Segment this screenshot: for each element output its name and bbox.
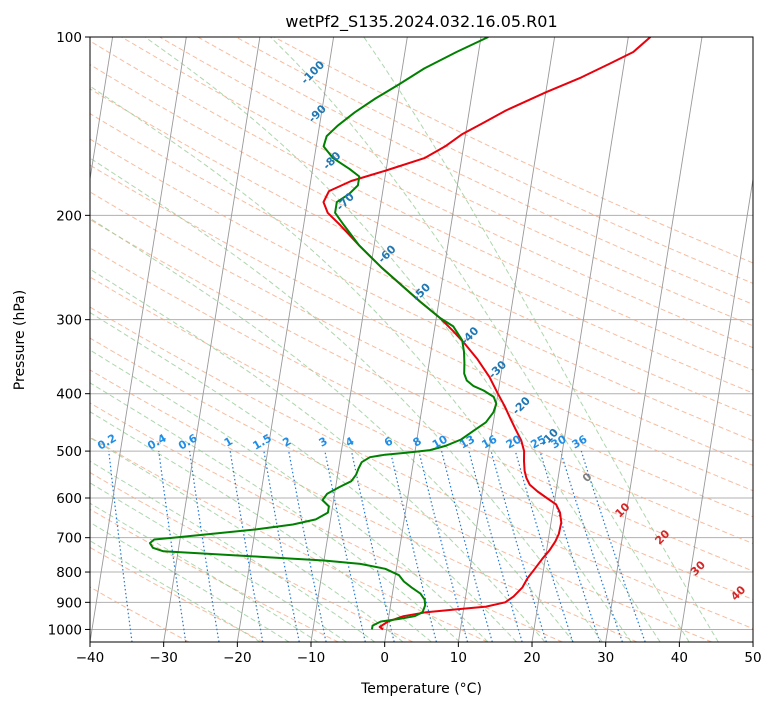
mixing-ratio-line (539, 450, 601, 642)
mixing-ratio-line (324, 450, 366, 642)
isotherm-line (384, 37, 482, 642)
y-tick-label: 600 (56, 491, 82, 507)
mixing-ratio-line (490, 450, 547, 642)
chart-title: wetPf2_S135.2024.032.16.05.R01 (285, 12, 557, 32)
x-axis-label: Temperature (°C) (360, 681, 482, 697)
isotherm-line (531, 37, 629, 642)
isotherm-line (163, 37, 261, 642)
mixing-ratio-line (468, 450, 523, 642)
dry-adiabat-line (159, 37, 753, 327)
moist-adiabat-line (90, 521, 290, 642)
dry-adiabat-line (90, 164, 753, 492)
moist-adiabat-line (90, 382, 461, 642)
dry-adiabat-line (90, 402, 563, 642)
x-tick-label: 20 (523, 650, 540, 666)
skewed-isotherms (90, 37, 753, 642)
y-axis-label: Pressure (hPa) (12, 290, 28, 390)
y-tick-label: 100 (56, 30, 82, 46)
x-tick-label: 50 (744, 650, 761, 666)
isotherm-line (310, 37, 408, 642)
plot-frame (89, 36, 754, 643)
y-tick-label: 1000 (48, 622, 82, 638)
x-tick-label: 0 (380, 650, 389, 666)
moist-adiabat-line (90, 157, 603, 642)
moist-adiabat-line (144, 37, 661, 642)
dry-adiabat-line (90, 436, 488, 642)
isotherm-line (90, 37, 114, 182)
x-tick-label: −20 (223, 650, 252, 666)
moist-adiabat-line (90, 460, 376, 642)
isotherm-line (605, 37, 703, 642)
dry-adiabat-line (90, 546, 264, 642)
isotherm-line (90, 37, 187, 642)
dry-adiabat-line (90, 276, 753, 600)
moist-adiabat-line (90, 540, 261, 642)
moist-adiabat-line (90, 311, 517, 642)
y-tick-label: 500 (56, 444, 82, 460)
moist-adiabat-line (90, 482, 347, 642)
dry-adiabat-line (90, 64, 753, 394)
y-tick-label: 400 (56, 387, 82, 403)
moist-adiabat-line (90, 349, 489, 642)
dry-adiabats (90, 37, 753, 642)
dry-adiabat-line (121, 37, 753, 349)
isotherm-line (457, 37, 556, 642)
x-tick-label: 10 (450, 650, 467, 666)
mixing-ratio-line (158, 451, 187, 642)
x-tick-label: 40 (671, 650, 688, 666)
mixing-ratio-line (514, 450, 574, 642)
x-tick-label: −10 (297, 650, 326, 666)
dry-adiabat-line (90, 40, 753, 371)
mixing-ratio-line (559, 450, 623, 642)
dry-adiabat-line (90, 369, 638, 642)
x-tick-label: −30 (149, 650, 178, 666)
dry-adiabat-line (90, 247, 753, 572)
y-tick-label: 900 (56, 595, 82, 611)
y-tick-label: 200 (56, 208, 82, 224)
mixing-ratio-line (580, 450, 646, 642)
y-axis-ticks: 100 200 300 400 500 600 700 800 900 1000 (48, 30, 90, 638)
moist-adiabat-line (90, 85, 632, 642)
x-tick-label: 30 (597, 650, 614, 666)
y-tick-label: 300 (56, 313, 82, 329)
temperature-profile-line (322, 37, 652, 631)
y-tick-label: 700 (56, 531, 82, 547)
dry-adiabat-line (90, 88, 753, 418)
dry-adiabat-line (90, 191, 753, 518)
moist-adiabat-line (363, 37, 719, 642)
dry-adiabat-line (90, 472, 414, 642)
dry-adiabat-line (90, 218, 753, 545)
moist-adiabat-line (270, 37, 690, 642)
moist-adiabat-line (90, 217, 574, 642)
moist-adiabat-line (90, 411, 432, 642)
x-axis-ticks: −40 −30 −20 −10 0 10 20 30 40 50 (76, 642, 762, 666)
profile-series (148, 37, 652, 631)
mixing-ratio-line (288, 450, 327, 642)
dry-adiabat-line (197, 37, 753, 305)
mixing-ratio-line (418, 450, 469, 642)
mixing-ratio-line (389, 450, 437, 642)
isotherm-line (236, 37, 335, 642)
dry-adiabat-line (90, 337, 712, 642)
x-tick-label: −40 (76, 650, 105, 666)
mixing-ratio-line (189, 451, 220, 642)
isotherm-line (678, 176, 753, 642)
dewpoint-profile-line (148, 37, 498, 630)
y-tick-label: 800 (56, 565, 82, 581)
